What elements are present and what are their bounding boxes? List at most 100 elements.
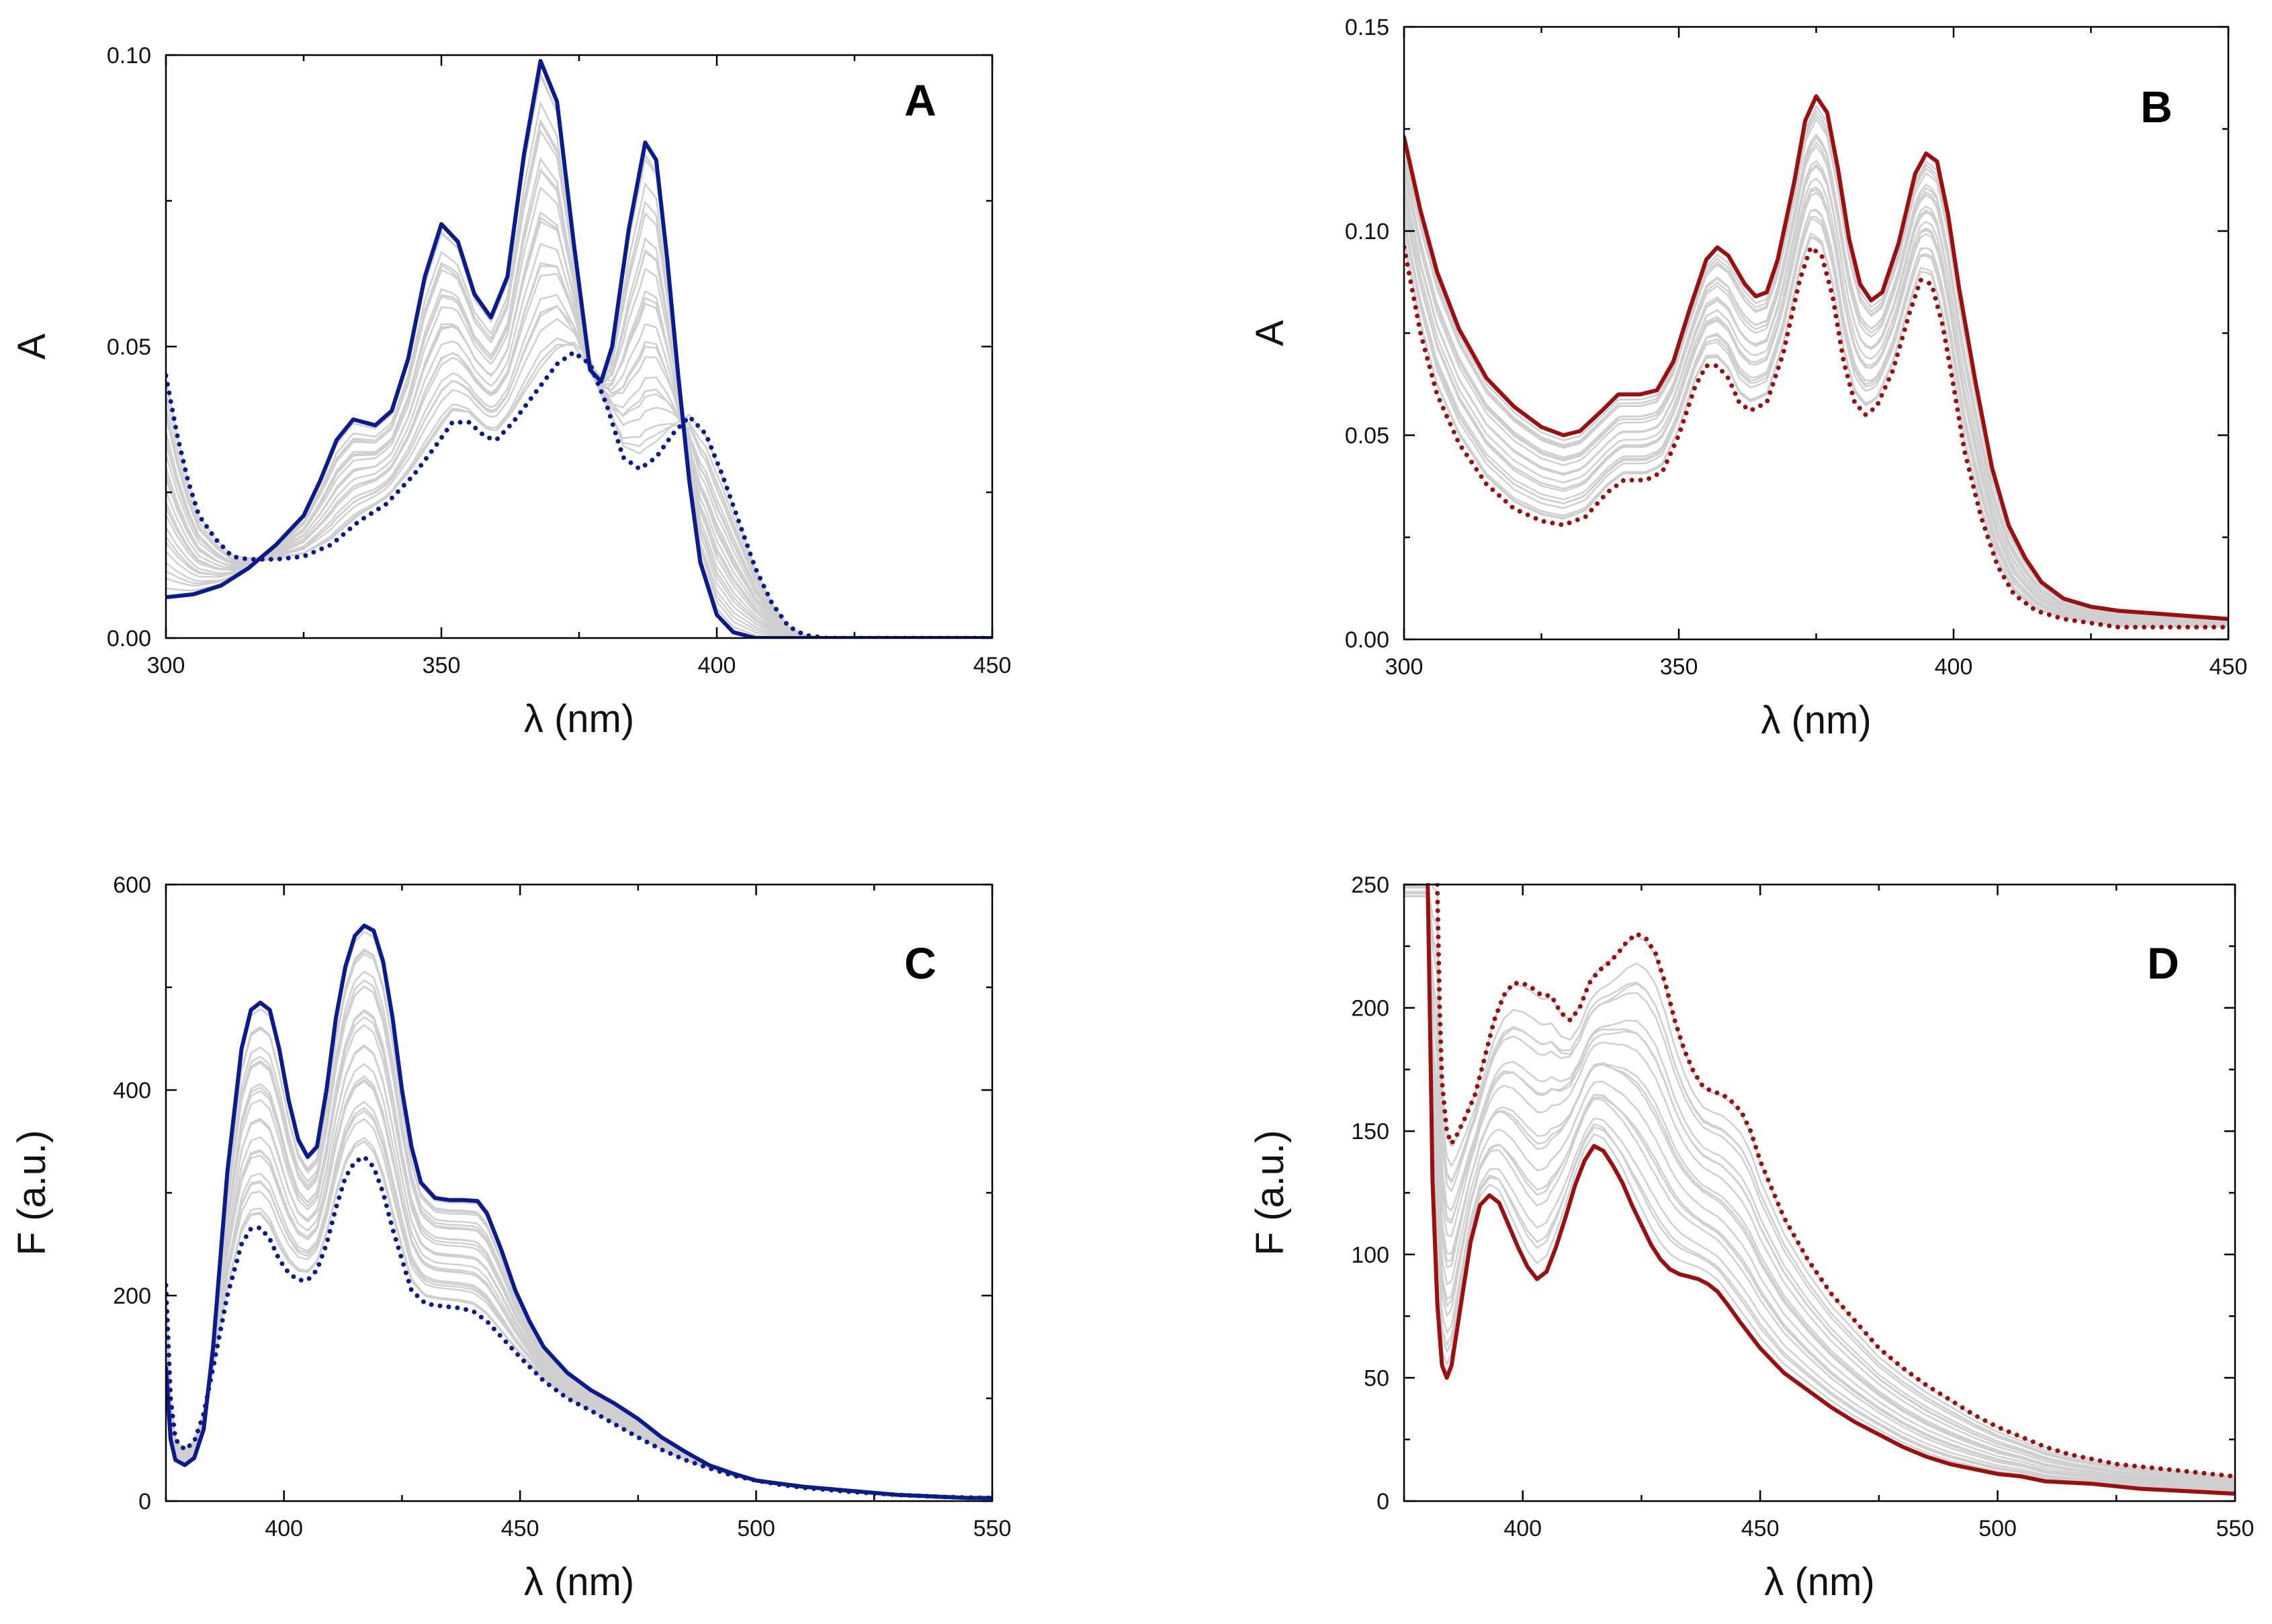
x-axis-title: λ (nm) xyxy=(524,697,634,741)
intermediate-spectrum-line xyxy=(1427,883,2235,1487)
intermediate-spectrum-line xyxy=(1427,883,2235,1493)
plot-frame xyxy=(1403,883,2236,1502)
y-tick-label: 0.10 xyxy=(1345,219,1389,244)
y-axis-title: F (a.u.) xyxy=(1248,1130,1292,1256)
panel-d: 400 450 500 550 0 50 100 150 200 250 λ (nm) F (a.u.… xyxy=(1248,872,2254,1604)
intermediate-spectrum-line xyxy=(1404,885,2235,1488)
y-tick-label: 0.05 xyxy=(107,334,151,360)
intermediate-spectrum-line xyxy=(1404,887,2235,1480)
intermediate-spectrum-line xyxy=(1404,177,2228,625)
intermediate-spectrum-line xyxy=(1426,883,2235,1490)
intermediate-spectrum-line xyxy=(166,1010,992,1499)
y-tick-label: 0 xyxy=(1377,1489,1389,1515)
intermediate-spectrum-line xyxy=(166,169,992,638)
y-tick-label: 0 xyxy=(138,1489,151,1515)
intermediate-spectrum-line xyxy=(166,318,992,638)
final-spectrum-line xyxy=(1404,94,2228,621)
intermediate-spectrum-line xyxy=(1404,133,2228,623)
panel-label: B xyxy=(2140,82,2173,132)
x-tick-label: 400 xyxy=(265,1516,303,1541)
intermediate-spectrum-line xyxy=(166,1016,992,1499)
intermediate-spectrum-line xyxy=(1404,218,2228,627)
x-tick-label: 400 xyxy=(1503,1516,1542,1541)
final-spectrum-line xyxy=(166,923,992,1500)
y-tick-label: 600 xyxy=(113,872,151,898)
plot-area xyxy=(166,923,992,1500)
intermediate-spectrum-line xyxy=(1427,883,2235,1481)
intermediate-spectrum-line xyxy=(166,1100,992,1499)
intermediate-spectrum-line xyxy=(1404,892,2235,1483)
intermediate-spectrum-line xyxy=(1427,883,2235,1482)
y-tick-label: 0.10 xyxy=(107,43,151,69)
intermediate-spectrum-line xyxy=(1427,883,2235,1490)
panel-c: 400 450 500 550 0 200 400 600 λ (nm) F (a.u.) C xyxy=(10,872,1011,1604)
intermediate-spectrum-line xyxy=(1404,236,2228,628)
intermediate-spectrum-line xyxy=(166,985,992,1499)
intermediate-spectrum-line xyxy=(166,120,992,638)
intermediate-spectrum-line xyxy=(1404,893,2235,1492)
x-axis-title: λ (nm) xyxy=(1761,698,1871,742)
intermediate-spectrum-line xyxy=(1404,141,2228,623)
intermediate-spectrum-line xyxy=(1404,160,2228,624)
x-tick-label: 350 xyxy=(423,653,461,678)
intermediate-spectrum-line xyxy=(1404,891,2235,1492)
x-tick-label: 500 xyxy=(1978,1516,2017,1541)
y-axis-title: A xyxy=(10,333,54,359)
y-tick-label: 250 xyxy=(1351,872,1389,898)
intermediate-spectrum-line xyxy=(1426,883,2235,1485)
intermediate-spectrum-line xyxy=(166,1009,992,1499)
intermediate-spectrum-line xyxy=(1427,883,2235,1484)
intermediate-spectrum-line xyxy=(166,118,992,638)
intermediate-spectrum-line xyxy=(166,952,992,1499)
intermediate-spectrum-line xyxy=(166,128,992,638)
x-tick-label: 450 xyxy=(973,653,1012,678)
x-axis-title: λ (nm) xyxy=(524,1560,634,1604)
y-axis-title: F (a.u.) xyxy=(10,1130,54,1256)
intermediate-spectrum-line xyxy=(166,950,992,1499)
panel-label: C xyxy=(904,938,936,988)
intermediate-spectrum-line xyxy=(166,262,992,638)
y-tick-label: 100 xyxy=(1351,1243,1389,1268)
x-tick-label: 350 xyxy=(1660,654,1698,680)
intermediate-spectrum-line xyxy=(1404,136,2228,622)
x-tick-label: 450 xyxy=(2210,654,2248,680)
panel-label: D xyxy=(2147,938,2179,988)
intermediate-spectrum-line xyxy=(166,294,992,638)
y-tick-label: 0.15 xyxy=(1345,15,1389,40)
y-tick-label: 200 xyxy=(113,1283,151,1309)
y-tick-label: 400 xyxy=(113,1078,151,1103)
y-tick-label: 50 xyxy=(1364,1365,1389,1391)
x-axis-title: λ (nm) xyxy=(1764,1560,1874,1604)
y-tick-label: 0.00 xyxy=(1345,627,1389,653)
intermediate-spectrum-line xyxy=(166,337,992,638)
intermediate-spectrum-line xyxy=(166,168,992,638)
plot-area xyxy=(166,58,992,638)
intermediate-spectrum-line xyxy=(1404,189,2228,625)
x-tick-label: 550 xyxy=(973,1516,1012,1541)
intermediate-spectrum-line xyxy=(1404,104,2228,621)
intermediate-spectrum-line xyxy=(1404,165,2228,624)
panel-b: 300 350 400 450 0.00 0.05 0.10 0.15 λ (nm) A B xyxy=(1248,15,2247,742)
intermediate-spectrum-line xyxy=(1404,145,2228,623)
x-tick-label: 400 xyxy=(1935,654,1973,680)
intermediate-spectrum-line xyxy=(166,211,992,638)
x-tick-label: 400 xyxy=(698,653,736,678)
x-tick-label: 300 xyxy=(147,653,185,678)
intermediate-spectrum-line xyxy=(166,304,992,638)
y-tick-label: 0.00 xyxy=(107,626,151,651)
plot-area xyxy=(1404,883,2235,1496)
intermediate-spectrum-line xyxy=(166,156,992,638)
x-tick-label: 300 xyxy=(1385,654,1424,680)
final-spectrum-line xyxy=(1426,883,2235,1496)
x-tick-label: 550 xyxy=(2216,1516,2255,1541)
intermediate-spectrum-line xyxy=(166,343,992,638)
y-tick-label: 0.05 xyxy=(1345,423,1389,449)
final-spectrum-line xyxy=(166,58,992,638)
plot-area xyxy=(1404,94,2228,630)
x-tick-label: 450 xyxy=(501,1516,539,1541)
intermediate-spectrum-line xyxy=(1430,883,2235,1478)
initial-spectrum-line xyxy=(1404,244,2228,630)
initial-spectrum-line xyxy=(1435,883,2235,1479)
initial-spectrum-line xyxy=(166,1154,992,1500)
y-tick-label: 150 xyxy=(1351,1119,1389,1144)
